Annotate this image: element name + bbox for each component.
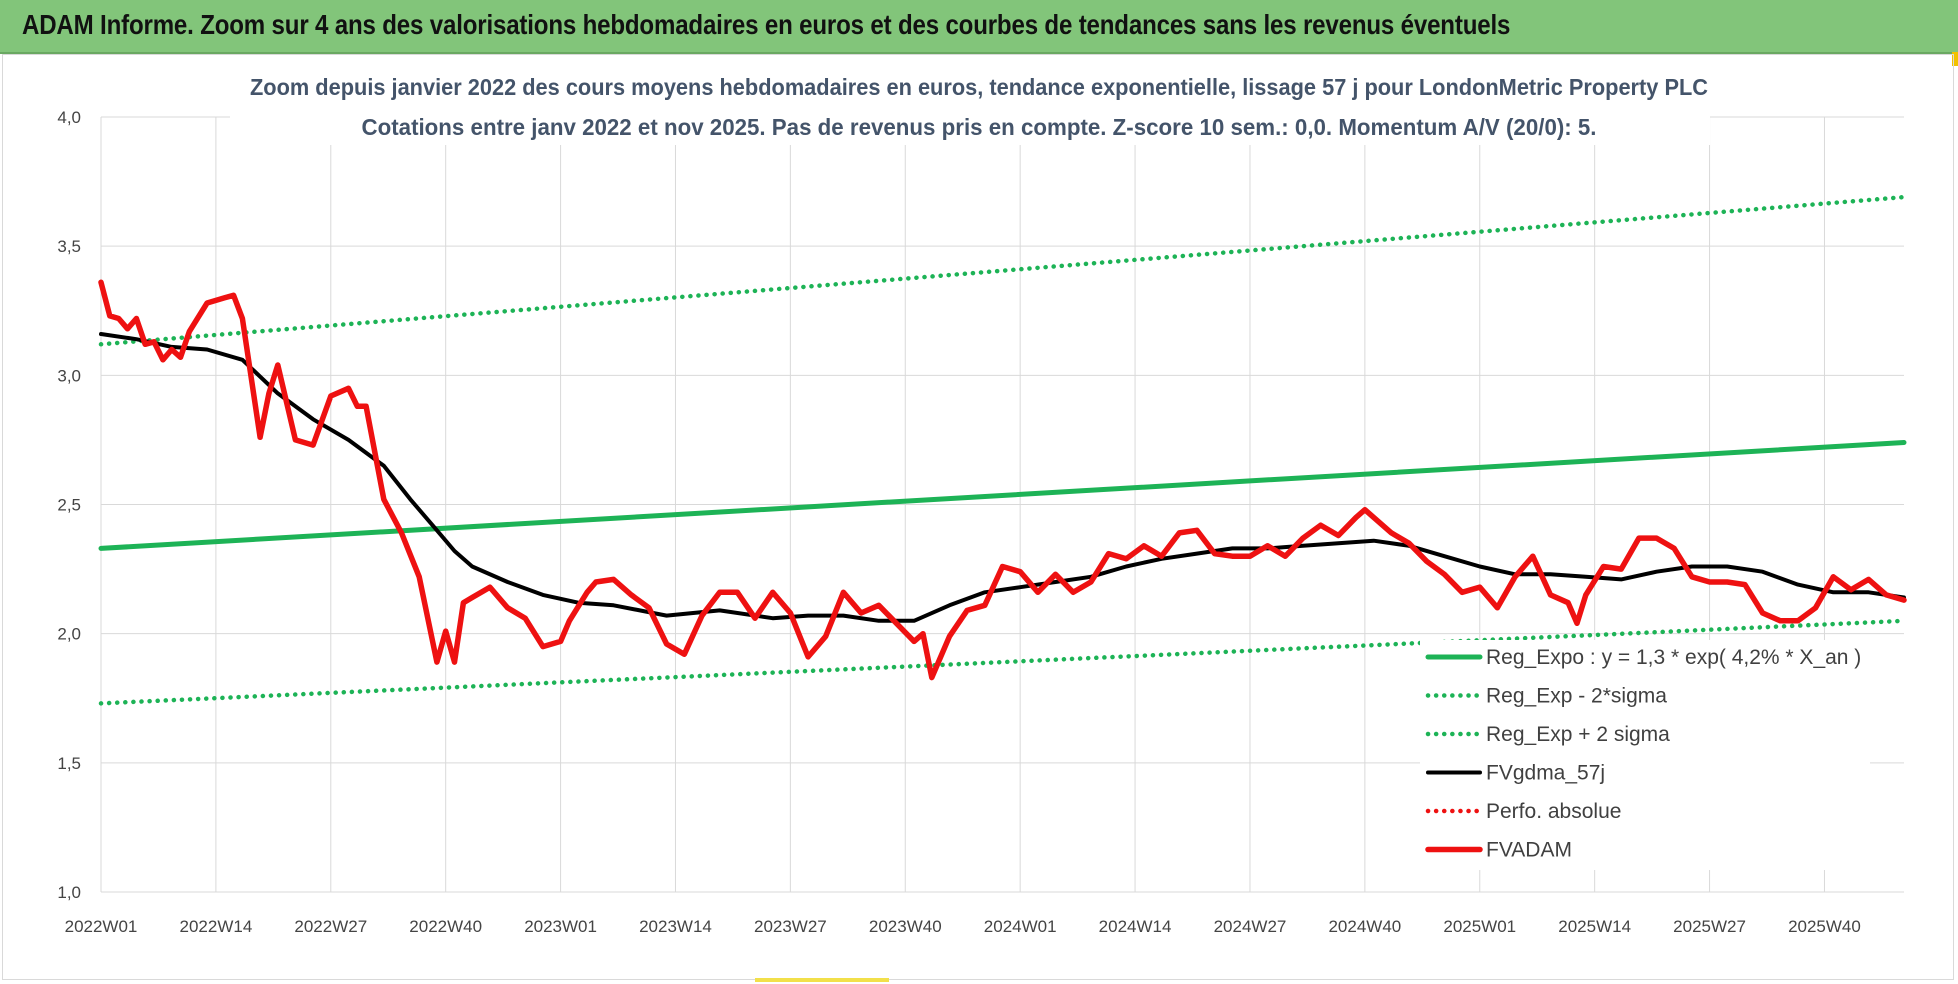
x-tick-label: 2023W40: [869, 917, 942, 936]
chart-title-line: Cotations entre janv 2022 et nov 2025. P…: [362, 114, 1597, 140]
series-line-reg-exp: [98, 194, 1907, 347]
y-tick-label: 3,0: [57, 366, 81, 385]
x-tick-label: 2024W40: [1328, 917, 1401, 936]
y-tick-label: 2,5: [57, 496, 81, 515]
series-line-reg-exp: [98, 618, 1907, 706]
corner-accent: [1952, 52, 1958, 66]
title-backdrop: [230, 109, 1710, 145]
series-line-fvgdma-57j: [99, 332, 1906, 623]
legend-label: FVgdma_57j: [1486, 762, 1605, 785]
x-tick-label: 2022W27: [294, 917, 367, 936]
legend: Reg_Expo : y = 1,3 * exp( 4,2% * X_an ) R…: [1420, 640, 1870, 870]
series-group: [98, 194, 1907, 706]
page-title: ADAM Informe. Zoom sur 4 ans des valoris…: [22, 9, 1511, 40]
axes: 1,0 1,5 2,0 2,5 3,0 3,5 4,0 2022W01 2022W14 2022W…: [57, 108, 1860, 936]
x-tick-label: 2025W40: [1788, 917, 1861, 936]
header-banner: ADAM Informe. Zoom sur 4 ans des valoris…: [0, 0, 1958, 54]
chart-title: Zoom depuis janvier 2022 des cours moyen…: [230, 69, 1710, 145]
y-tick-label: 3,5: [57, 237, 81, 256]
x-tick-label: 2023W14: [639, 917, 712, 936]
legend-label: FVADAM: [1486, 839, 1572, 862]
x-tick-label: 2022W14: [180, 917, 253, 936]
y-tick-label: 2,0: [57, 625, 81, 644]
x-tick-label: 2023W01: [524, 917, 597, 936]
x-tick-label: 2024W27: [1214, 917, 1287, 936]
y-tick-label: 1,5: [57, 754, 81, 773]
x-tick-label: 2022W01: [65, 917, 138, 936]
series-line-fvadam: [98, 279, 1907, 681]
x-tick-label: 2024W14: [1099, 917, 1172, 936]
x-tick-label: 2023W27: [754, 917, 827, 936]
chart-title-line: Zoom depuis janvier 2022 des cours moyen…: [250, 74, 1708, 100]
legend-label: Reg_Exp - 2*sigma: [1486, 685, 1667, 708]
x-tick-label: 2022W40: [409, 917, 482, 936]
legend-backdrop: [1420, 640, 1870, 870]
x-tick-label: 2024W01: [984, 917, 1057, 936]
bottom-accent: [755, 978, 889, 982]
title-backdrop: [230, 69, 1710, 105]
y-tick-label: 1,0: [57, 883, 81, 902]
legend-label: Reg_Exp + 2 sigma: [1486, 723, 1670, 746]
chart-frame: [2, 54, 1954, 980]
x-tick-label: 2025W01: [1443, 917, 1516, 936]
x-tick-label: 2025W14: [1558, 917, 1631, 936]
y-tick-label: 4,0: [57, 108, 81, 127]
legend-label: Perfo. absolue: [1486, 800, 1621, 823]
x-tick-label: 2025W27: [1673, 917, 1746, 936]
legend-label: Reg_Expo : y = 1,3 * exp( 4,2% * X_an ): [1486, 646, 1861, 669]
